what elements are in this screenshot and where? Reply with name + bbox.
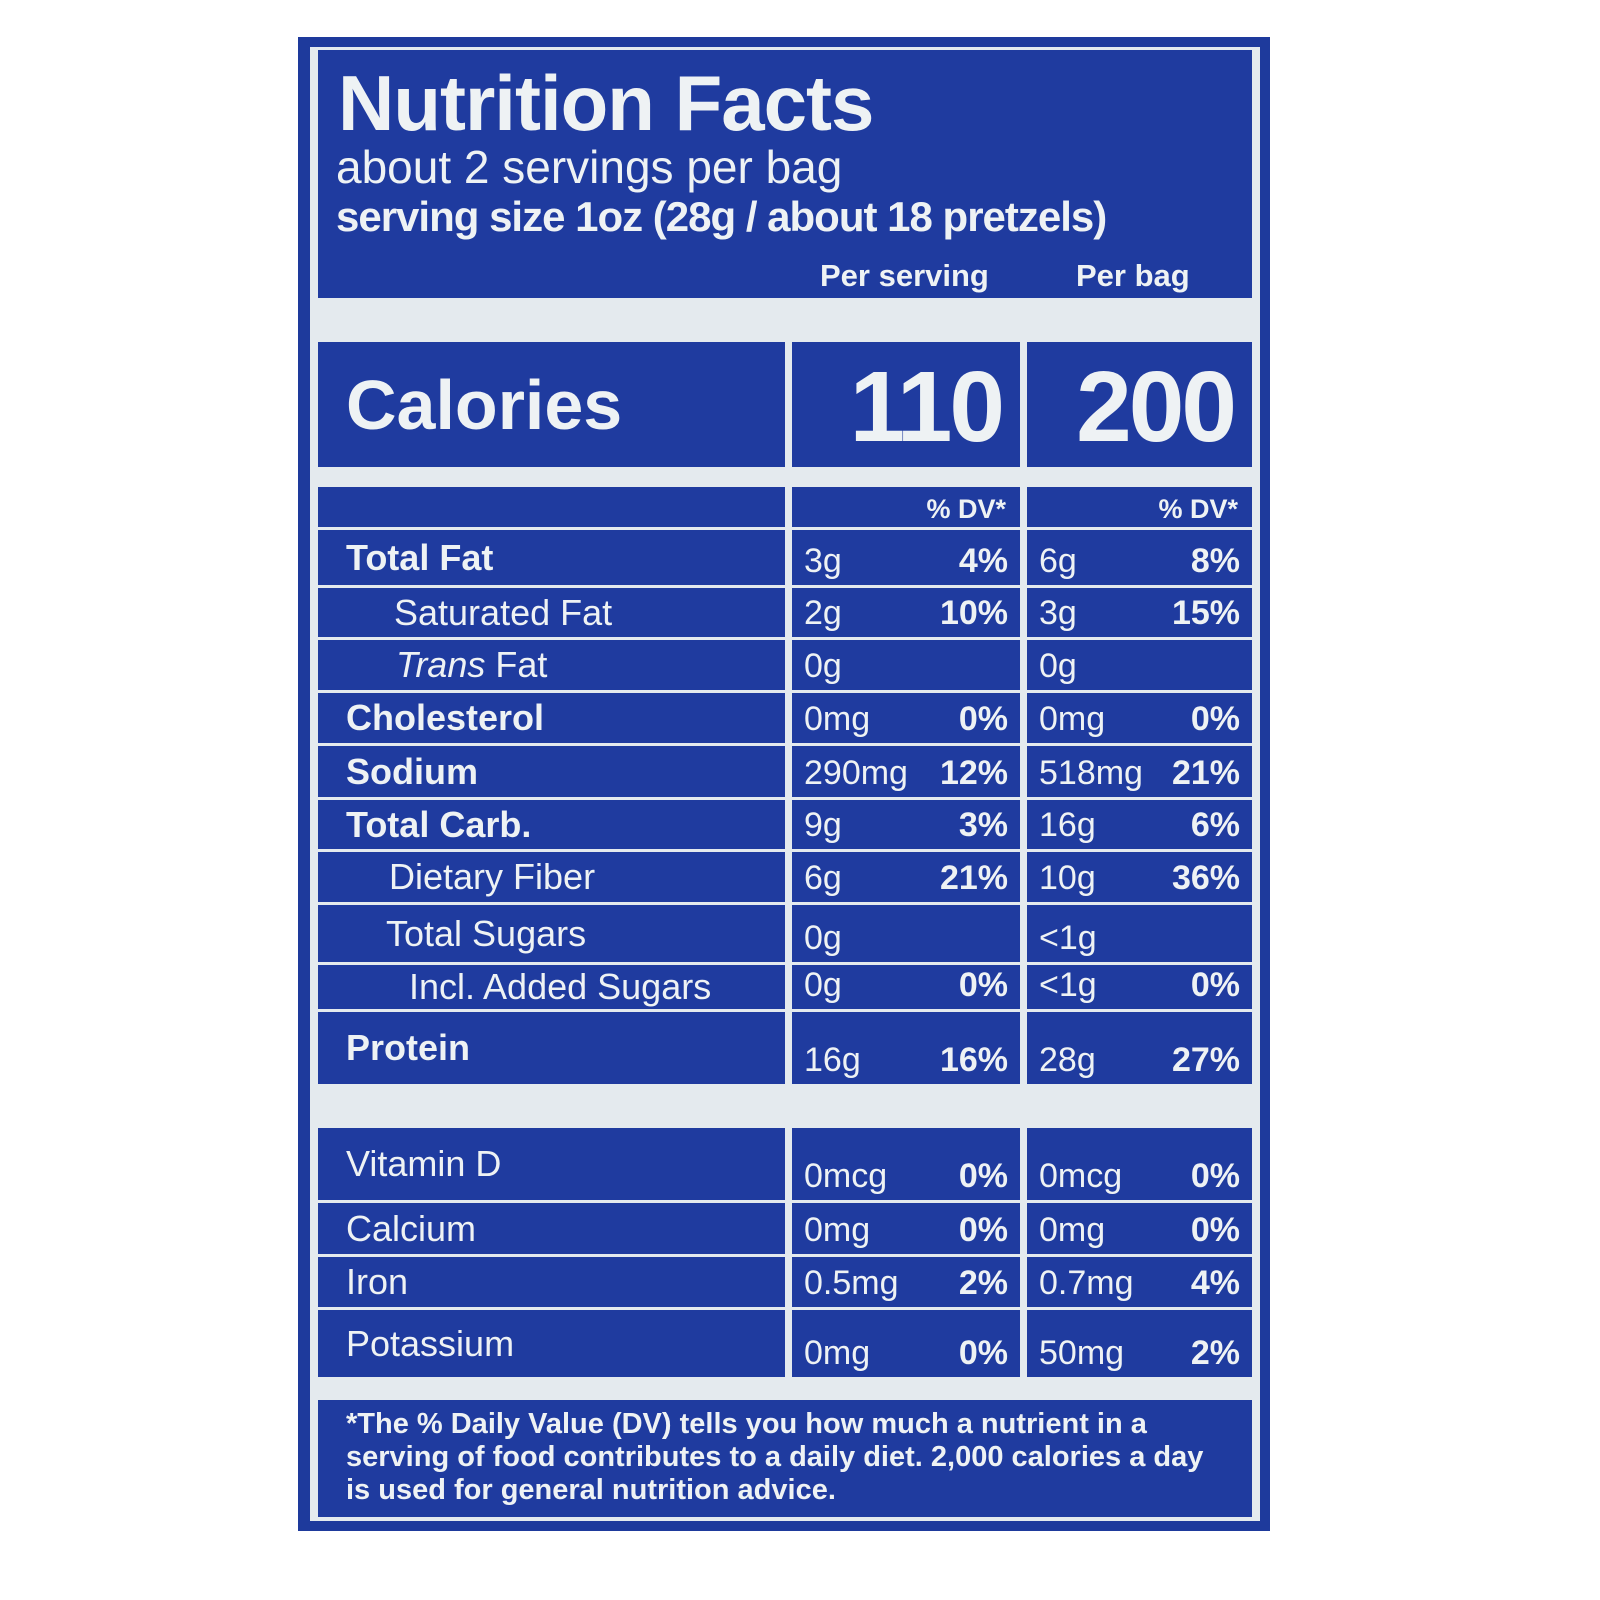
dv-per-serving: 4% [958,542,1008,580]
dv-per-serving: 0% [958,1157,1008,1195]
dv-per-serving: 0% [958,966,1008,1004]
nutrient-label: Dietary Fiber [389,856,596,897]
table-row: Vitamin D 0mcg 0% 0mcg 0% [318,1128,1252,1200]
label-title: Nutrition Facts [338,59,874,147]
amount-per-bag: 6g [1039,542,1077,580]
dv-per-bag: 6% [1190,806,1240,844]
nutrient-table: % DV* % DV* Total Fat 3g 4% 6g 8% Saturated… [318,487,1252,1087]
amount-per-bag: 10g [1039,859,1096,897]
label-header: Nutrition Facts about 2 servings per bag… [318,50,1252,298]
amount-per-serving: 6g [804,859,842,897]
amount-per-serving: 0g [804,966,842,1004]
amount-per-serving: 0mcg [804,1157,888,1195]
dv-per-bag: 36% [1171,859,1240,897]
amount-per-serving: 0mg [804,1211,871,1249]
amount-per-bag: 518mg [1039,754,1143,792]
amount-per-bag: 0g [1039,647,1077,685]
dv-per-serving: 0% [958,1211,1008,1249]
nutrient-label: Potassium [346,1322,515,1364]
calories-per-serving: 110 [849,351,1005,463]
nutrient-label: Iron [346,1261,409,1302]
amount-per-bag: 28g [1039,1041,1096,1079]
amount-per-serving: 0g [804,647,842,685]
table-row: Protein 16g 16% 28g 27% [318,1012,1252,1084]
amount-per-bag: 3g [1039,594,1077,632]
nutrient-label: Calcium [346,1207,477,1249]
amount-per-serving: 0mg [804,1334,871,1372]
amount-per-bag: <1g [1039,919,1097,957]
dv-per-serving: 12% [939,754,1008,792]
dv-per-serving: 16% [939,1041,1008,1079]
calories-per-bag: 200 [1076,351,1237,463]
table-row: Calcium 0mg 0% 0mg 0% [318,1203,1252,1254]
dv-per-serving: 3% [958,806,1008,844]
amount-per-bag: 0.7mg [1039,1264,1134,1302]
amount-per-serving: 16g [804,1041,861,1079]
table-row: Total Sugars 0g <1g [318,905,1252,962]
amount-per-bag: <1g [1039,966,1097,1004]
table-row: Total Carb. 9g 3% 16g 6% [318,800,1252,849]
nutrient-label: Incl. Added Sugars [409,966,712,1007]
amount-per-bag: 0mcg [1039,1157,1123,1195]
dv-per-serving: 2% [958,1264,1008,1302]
table-row: Total Fat 3g 4% 6g 8% [318,530,1252,585]
servings-per-bag: about 2 servings per bag [336,141,843,193]
amount-per-serving: 2g [804,594,842,632]
nutrient-label: Vitamin D [346,1143,502,1184]
dv-per-bag: 0% [1190,1157,1240,1195]
dv-per-serving: 0% [958,1334,1008,1372]
table-row: Sodium 290mg 12% 518mg 21% [318,746,1252,797]
nutrient-label: Cholesterol [346,697,545,738]
table-row: Saturated Fat 2g 10% 3g 15% [318,588,1252,637]
dv-per-bag: 8% [1190,542,1240,580]
calories-label: Calories [346,365,623,444]
per-serving-header: Per serving [820,258,989,293]
dv-per-serving: 0% [958,700,1008,738]
amount-per-serving: 290mg [804,754,908,792]
nutrient-label: Trans Fat [396,644,548,685]
amount-per-serving: 9g [804,806,842,844]
amount-per-serving: 0g [804,919,842,957]
dv-per-bag: 27% [1171,1041,1240,1079]
calories-row: Calories 110 200 [318,342,1252,470]
amount-per-bag: 0mg [1039,1211,1106,1249]
dv-per-bag: 15% [1171,594,1240,632]
nutrient-label: Saturated Fat [394,591,613,633]
amount-per-bag: 50mg [1039,1334,1125,1372]
dv-header-row: % DV* % DV* [318,487,1252,527]
nutrient-label: Total Carb. [346,803,532,845]
nutrient-label: Protein [346,1027,471,1068]
dv-header-serving: % DV* [926,494,1006,524]
table-row: Potassium 0mg 0% 50mg 2% [318,1310,1252,1377]
nutrient-label: Total Sugars [386,912,587,954]
amount-per-serving: 0.5mg [804,1264,899,1302]
table-row: Incl. Added Sugars 0g 0% <1g 0% [318,965,1252,1009]
amount-per-serving: 0mg [804,700,871,738]
dv-per-bag: 0% [1190,966,1240,1004]
table-row: Cholesterol 0mg 0% 0mg 0% [318,693,1252,743]
table-row: Trans Fat 0g 0g [318,640,1252,690]
dv-per-bag: 0% [1190,700,1240,738]
footnote: *The % Daily Value (DV) tells you how mu… [318,1400,1252,1517]
table-row: Iron 0.5mg 2% 0.7mg 4% [318,1257,1252,1307]
dv-per-serving: 21% [939,859,1008,897]
nutrient-label: Sodium [346,750,478,792]
nutrient-label: Total Fat [346,536,494,578]
amount-per-bag: 16g [1039,806,1096,844]
amount-per-serving: 3g [804,542,842,580]
vitamin-table: Vitamin D 0mcg 0% 0mcg 0% Calcium 0mg 0% 0mg… [318,1128,1252,1380]
dv-per-bag: 0% [1190,1211,1240,1249]
per-bag-header: Per bag [1076,258,1190,293]
serving-size: serving size 1oz (28g / about 18 pretzel… [336,193,1107,240]
amount-per-bag: 0mg [1039,700,1106,738]
dv-per-bag: 2% [1190,1334,1240,1372]
dv-per-bag: 4% [1190,1264,1240,1302]
dv-per-serving: 10% [939,594,1008,632]
table-row: Dietary Fiber 6g 21% 10g 36% [318,852,1252,902]
dv-header-bag: % DV* [1158,494,1238,524]
dv-per-bag: 21% [1171,754,1240,792]
